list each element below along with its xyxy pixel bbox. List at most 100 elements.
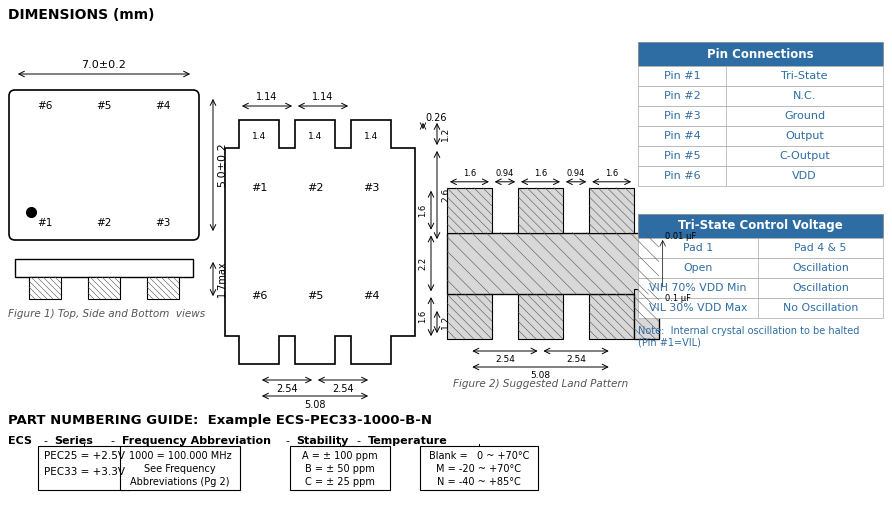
Bar — [29, 277, 61, 299]
Text: Oscillation: Oscillation — [792, 283, 849, 293]
Text: Note:  Internal crystal oscillation to be halted
(Pin #1=VIL): Note: Internal crystal oscillation to be… — [638, 326, 859, 347]
Text: 1.4: 1.4 — [364, 132, 378, 141]
Text: Pin #5: Pin #5 — [664, 151, 700, 161]
Text: #4: #4 — [155, 101, 170, 111]
Bar — [638, 42, 883, 66]
Bar — [518, 188, 563, 232]
Text: Pin #1: Pin #1 — [664, 71, 700, 81]
Text: N = -40 ~ +85°C: N = -40 ~ +85°C — [437, 477, 521, 487]
Bar — [290, 446, 390, 490]
Text: Abbreviations (Pg 2): Abbreviations (Pg 2) — [130, 477, 230, 487]
Text: VIH 70% VDD Min: VIH 70% VDD Min — [649, 283, 747, 293]
Text: Pin #6: Pin #6 — [664, 171, 700, 181]
Bar — [638, 126, 883, 146]
Bar — [638, 298, 883, 318]
FancyBboxPatch shape — [9, 90, 199, 240]
Text: Ground: Ground — [784, 111, 825, 121]
Text: -: - — [356, 436, 360, 446]
Text: PEC33 = +3.3V: PEC33 = +3.3V — [44, 467, 125, 477]
Bar — [638, 214, 883, 238]
Text: #5: #5 — [96, 101, 112, 111]
Text: Pin #4: Pin #4 — [664, 131, 700, 141]
Text: #6: #6 — [251, 291, 268, 301]
Text: 2.2: 2.2 — [418, 257, 427, 270]
Text: See Frequency: See Frequency — [145, 464, 216, 474]
Text: 5.08: 5.08 — [531, 371, 550, 380]
Text: 1.4: 1.4 — [308, 132, 322, 141]
Text: #4: #4 — [363, 291, 379, 301]
Text: A = ± 100 ppm: A = ± 100 ppm — [302, 451, 378, 461]
Text: 1.6: 1.6 — [463, 169, 476, 178]
Text: 2.6: 2.6 — [441, 188, 450, 202]
Text: Output: Output — [785, 131, 824, 141]
Bar — [147, 277, 179, 299]
Text: -: - — [43, 436, 47, 446]
Text: 1.4: 1.4 — [252, 132, 266, 141]
Bar — [447, 188, 491, 232]
Bar — [447, 232, 658, 294]
Text: N.C.: N.C. — [793, 91, 816, 101]
Bar — [638, 66, 883, 86]
Text: Pad 1: Pad 1 — [683, 243, 713, 253]
Text: Tri-State Control Voltage: Tri-State Control Voltage — [678, 220, 843, 232]
Bar — [638, 278, 883, 298]
Bar — [518, 294, 563, 339]
Bar — [88, 277, 120, 299]
Text: 1.14: 1.14 — [256, 92, 277, 102]
Text: ECS: ECS — [8, 436, 32, 446]
Text: #3: #3 — [155, 218, 170, 228]
Text: Oscillation: Oscillation — [792, 263, 849, 273]
Text: 5.0±0.2: 5.0±0.2 — [217, 143, 227, 187]
Text: #1: #1 — [251, 183, 268, 193]
Text: 1.6: 1.6 — [605, 169, 618, 178]
Polygon shape — [225, 120, 415, 364]
Text: 1.2: 1.2 — [441, 315, 450, 329]
Text: Stability: Stability — [296, 436, 349, 446]
Bar — [638, 86, 883, 106]
Bar — [638, 146, 883, 166]
Text: PEC25 = +2.5V: PEC25 = +2.5V — [44, 451, 125, 461]
Text: Open: Open — [683, 263, 713, 273]
Bar — [638, 258, 883, 278]
Text: 0.1 μF: 0.1 μF — [665, 294, 690, 303]
Text: Pad 4 & 5: Pad 4 & 5 — [794, 243, 847, 253]
Text: #2: #2 — [96, 218, 112, 228]
Bar — [120, 446, 240, 490]
Text: #6: #6 — [37, 101, 53, 111]
Bar — [15, 259, 193, 277]
Text: 1.14: 1.14 — [312, 92, 334, 102]
Text: Temperature: Temperature — [368, 436, 448, 446]
Text: Pin Connections: Pin Connections — [707, 47, 814, 61]
Text: Figure 1) Top, Side and Bottom  views: Figure 1) Top, Side and Bottom views — [8, 309, 205, 319]
Text: Pin #3: Pin #3 — [664, 111, 700, 121]
Bar — [590, 188, 634, 232]
Text: 2.54: 2.54 — [566, 355, 586, 364]
Text: -: - — [110, 436, 114, 446]
Text: 1.2: 1.2 — [441, 127, 450, 141]
Text: #1: #1 — [37, 218, 53, 228]
Text: 1.6: 1.6 — [418, 204, 427, 217]
Bar — [634, 289, 658, 339]
Text: B = ± 50 ppm: B = ± 50 ppm — [305, 464, 375, 474]
Text: 7.0±0.2: 7.0±0.2 — [81, 60, 127, 70]
Text: Figure 2) Suggested Land Pattern: Figure 2) Suggested Land Pattern — [453, 379, 628, 389]
Text: No Oscillation: No Oscillation — [783, 303, 858, 313]
Text: Pin #2: Pin #2 — [664, 91, 700, 101]
Text: -: - — [285, 436, 289, 446]
Text: C = ± 25 ppm: C = ± 25 ppm — [305, 477, 375, 487]
Bar — [638, 166, 883, 186]
Text: 1.6: 1.6 — [534, 169, 547, 178]
Text: 2.54: 2.54 — [332, 384, 354, 394]
Text: PART NUMBERING GUIDE:  Example ECS-PEC33-1000-B-N: PART NUMBERING GUIDE: Example ECS-PEC33-… — [8, 414, 432, 427]
Text: Frequency Abbreviation: Frequency Abbreviation — [122, 436, 271, 446]
Text: Blank =   0 ~ +70°C: Blank = 0 ~ +70°C — [429, 451, 529, 461]
Bar — [638, 106, 883, 126]
Text: #2: #2 — [307, 183, 323, 193]
Text: M = -20 ~ +70°C: M = -20 ~ +70°C — [436, 464, 522, 474]
Text: VIL 30% VDD Max: VIL 30% VDD Max — [648, 303, 747, 313]
Text: 1000 = 100.000 MHz: 1000 = 100.000 MHz — [128, 451, 231, 461]
Text: Tri-State: Tri-State — [781, 71, 828, 81]
Bar — [590, 294, 634, 339]
Text: C-Output: C-Output — [779, 151, 830, 161]
Text: DIMENSIONS (mm): DIMENSIONS (mm) — [8, 8, 154, 22]
